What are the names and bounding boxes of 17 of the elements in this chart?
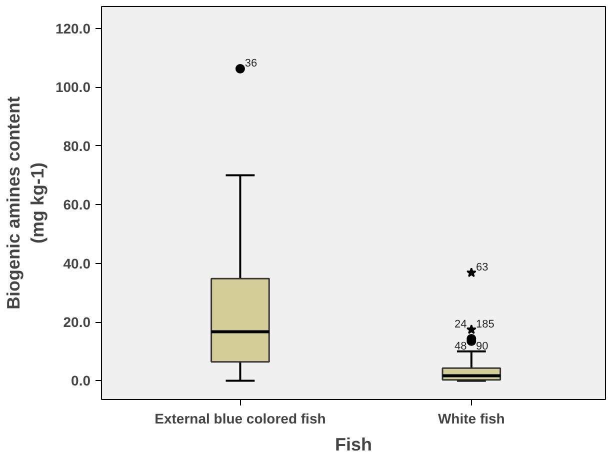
annotation: 24 xyxy=(454,318,467,331)
annotation: 90 xyxy=(476,340,488,352)
y-tick-label: 120.0 xyxy=(55,20,91,37)
y-tick-label: 0.0 xyxy=(71,372,91,389)
annotation: 63 xyxy=(476,262,488,274)
y-tick-label: 80.0 xyxy=(63,138,91,154)
y-tick-label: 60.0 xyxy=(63,196,91,213)
annotation: 36 xyxy=(244,58,258,70)
y-tick-label: 40.0 xyxy=(63,255,91,272)
y-axis-title: Biogenic amines content (mg kg-1) xyxy=(3,96,48,310)
annotation: 185 xyxy=(476,318,494,331)
x-tick-label: External blue colored fish xyxy=(154,410,326,426)
x-axis-title: Fish xyxy=(335,434,372,454)
x-tick-label: White fish xyxy=(438,410,505,426)
y-tick-label: 20.0 xyxy=(63,314,91,330)
y-tick-label: 100.0 xyxy=(55,79,91,96)
annotation: 48 xyxy=(454,340,467,352)
